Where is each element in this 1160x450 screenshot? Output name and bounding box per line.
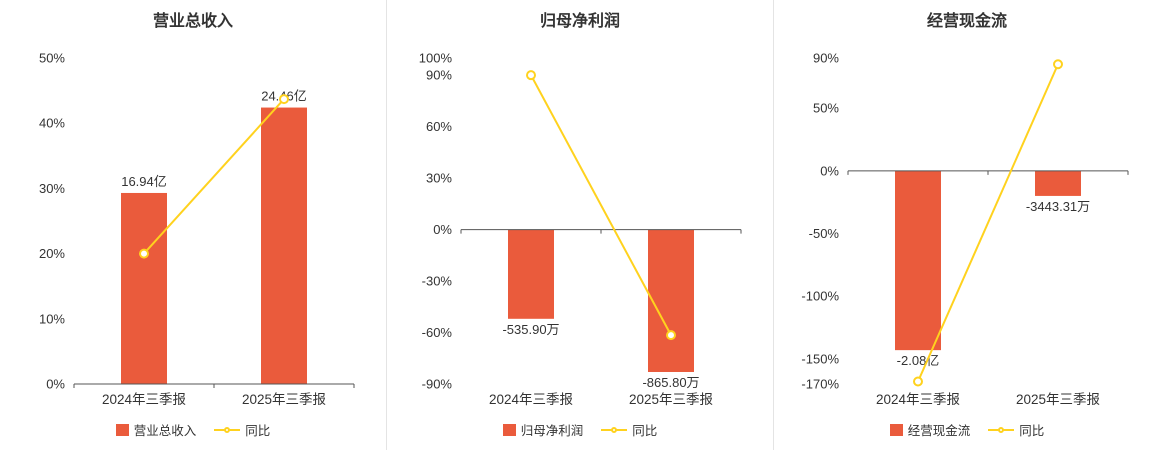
yoy-line <box>530 74 672 336</box>
legend-bar-label: 归母净利润 <box>520 424 584 438</box>
line-marker <box>526 70 536 81</box>
y-tick-label: 20% <box>39 246 65 261</box>
legend-item-line[interactable]: 同比 <box>214 420 270 439</box>
chart-title-cash-flow: 经营现金流 <box>926 13 1007 30</box>
bar-value-label: -535.90万 <box>502 322 559 337</box>
bar-value-label: -2.08亿 <box>897 353 940 368</box>
bar-value-label: -865.80万 <box>642 375 699 390</box>
category-label: 2024年三季报 <box>489 392 573 407</box>
chart-title-revenue: 营业总收入 <box>152 13 233 30</box>
yoy-line <box>143 98 285 255</box>
yoy-line-series <box>526 70 676 341</box>
legend-item-line[interactable]: 同比 <box>601 420 657 439</box>
line-marker <box>913 376 923 387</box>
y-axis-labels: 50% 40% 30% 20% 10% 0% <box>39 51 65 392</box>
legend-line-label: 同比 <box>632 424 658 438</box>
y-tick-label: 90% <box>813 51 839 66</box>
revenue-chart: 50%40%30%20%10%0%16.94亿24.46亿2024年三季报202… <box>39 51 355 407</box>
bar-value-label: -3443.31万 <box>1026 199 1090 214</box>
panel-net-profit: 归母净利润 100% 90% 60% 30% 0% -30% -60% -90% -535.90… <box>386 0 773 450</box>
y-axis-labels: 90% 50% 0% -50% -100% -150% -170% <box>801 51 839 392</box>
category-label: 2025年三季报 <box>242 392 326 407</box>
panel-revenue: 营业总收入 50% 40% 30% 20% 10% 0% 16.94亿24.46亿 2024年… <box>0 0 386 450</box>
legend-item-bar[interactable]: 经营现金流 <box>889 420 971 439</box>
category-label: 2025年三季报 <box>629 392 713 407</box>
y-tick-label: -150% <box>801 351 839 366</box>
legend-item-bar[interactable]: 归母净利润 <box>502 420 584 439</box>
bar-swatch-icon <box>889 423 903 436</box>
yoy-line <box>917 63 1059 382</box>
category-label: 2024年三季报 <box>876 392 960 407</box>
y-tick-label: 100% <box>419 51 453 66</box>
line-marker <box>666 330 676 341</box>
bar <box>648 229 694 372</box>
line-marker <box>139 248 149 259</box>
category-label: 2025年三季报 <box>1016 392 1100 407</box>
line-marker-icon <box>988 426 1015 433</box>
cash-flow-chart: 90% 50% 0% -50% -100% -150% -170% -2.08亿 -3443.3… <box>801 51 1129 407</box>
legend-line-label: 同比 <box>1019 424 1045 438</box>
yoy-line-series <box>913 59 1063 387</box>
category-labels: 2024年三季报 2025年三季报 <box>876 392 1100 407</box>
line-marker <box>279 94 289 105</box>
bars-group: -2.08亿 -3443.31万 <box>895 170 1090 368</box>
y-tick-label: 90% <box>426 68 452 83</box>
bars-group: 16.94亿24.46亿 <box>121 89 307 384</box>
y-tick-label: 0% <box>433 222 452 237</box>
bar-value-label: 16.94亿 <box>121 174 167 189</box>
bar <box>121 192 167 384</box>
bar <box>1035 170 1081 196</box>
y-axis-labels: 100% 90% 60% 30% 0% -30% -60% -90% <box>419 51 453 392</box>
y-tick-label: 30% <box>426 171 452 186</box>
y-tick-label: -100% <box>801 289 839 304</box>
bar <box>895 170 941 351</box>
y-tick-label: 50% <box>813 101 839 116</box>
yoy-line-series <box>139 94 289 259</box>
legend-revenue: 营业总收入 同比 <box>0 420 386 439</box>
bar <box>508 229 554 319</box>
y-tick-label: -170% <box>801 377 839 392</box>
legend-item-line[interactable]: 同比 <box>988 420 1044 439</box>
legend-bar-label: 经营现金流 <box>907 424 971 438</box>
y-tick-label: -60% <box>422 325 453 340</box>
legend-cash-flow: 经营现金流 同比 <box>774 420 1160 439</box>
category-labels: 2024年三季报 2025年三季报 <box>102 392 326 407</box>
y-tick-label: 10% <box>39 311 65 326</box>
category-labels: 2024年三季报 2025年三季报 <box>489 392 713 407</box>
legend-net-profit: 归母净利润 同比 <box>387 420 773 439</box>
net-profit-chart: 100% 90% 60% 30% 0% -30% -60% -90% -535.90万 -865.… <box>419 51 742 407</box>
y-tick-label: 0% <box>46 377 65 392</box>
y-tick-label: -50% <box>809 226 840 241</box>
legend-item-bar[interactable]: 营业总收入 <box>115 420 197 439</box>
legend-line-label: 同比 <box>245 424 271 438</box>
y-tick-label: -90% <box>422 377 453 392</box>
bars-group: -535.90万 -865.80万 <box>502 229 700 390</box>
line-marker-icon <box>601 426 628 433</box>
panel-cash-flow: 经营现金流 90% 50% 0% -50% -100% -150% -170% -2.08亿 -… <box>773 0 1160 450</box>
legend-bar-label: 营业总收入 <box>133 424 197 438</box>
line-marker-icon <box>214 426 241 433</box>
y-tick-label: 30% <box>39 181 65 196</box>
y-tick-label: -30% <box>422 274 453 289</box>
category-label: 2024年三季报 <box>102 392 186 407</box>
y-tick-label: 50% <box>39 51 65 66</box>
chart-title-net-profit: 归母净利润 <box>539 13 620 30</box>
line-marker <box>1053 59 1063 70</box>
y-tick-label: 0% <box>820 163 839 178</box>
bar <box>261 107 307 384</box>
y-tick-label: 40% <box>39 116 65 131</box>
bar-swatch-icon <box>115 423 129 436</box>
y-tick-label: 60% <box>426 119 452 134</box>
bar-swatch-icon <box>502 423 516 436</box>
